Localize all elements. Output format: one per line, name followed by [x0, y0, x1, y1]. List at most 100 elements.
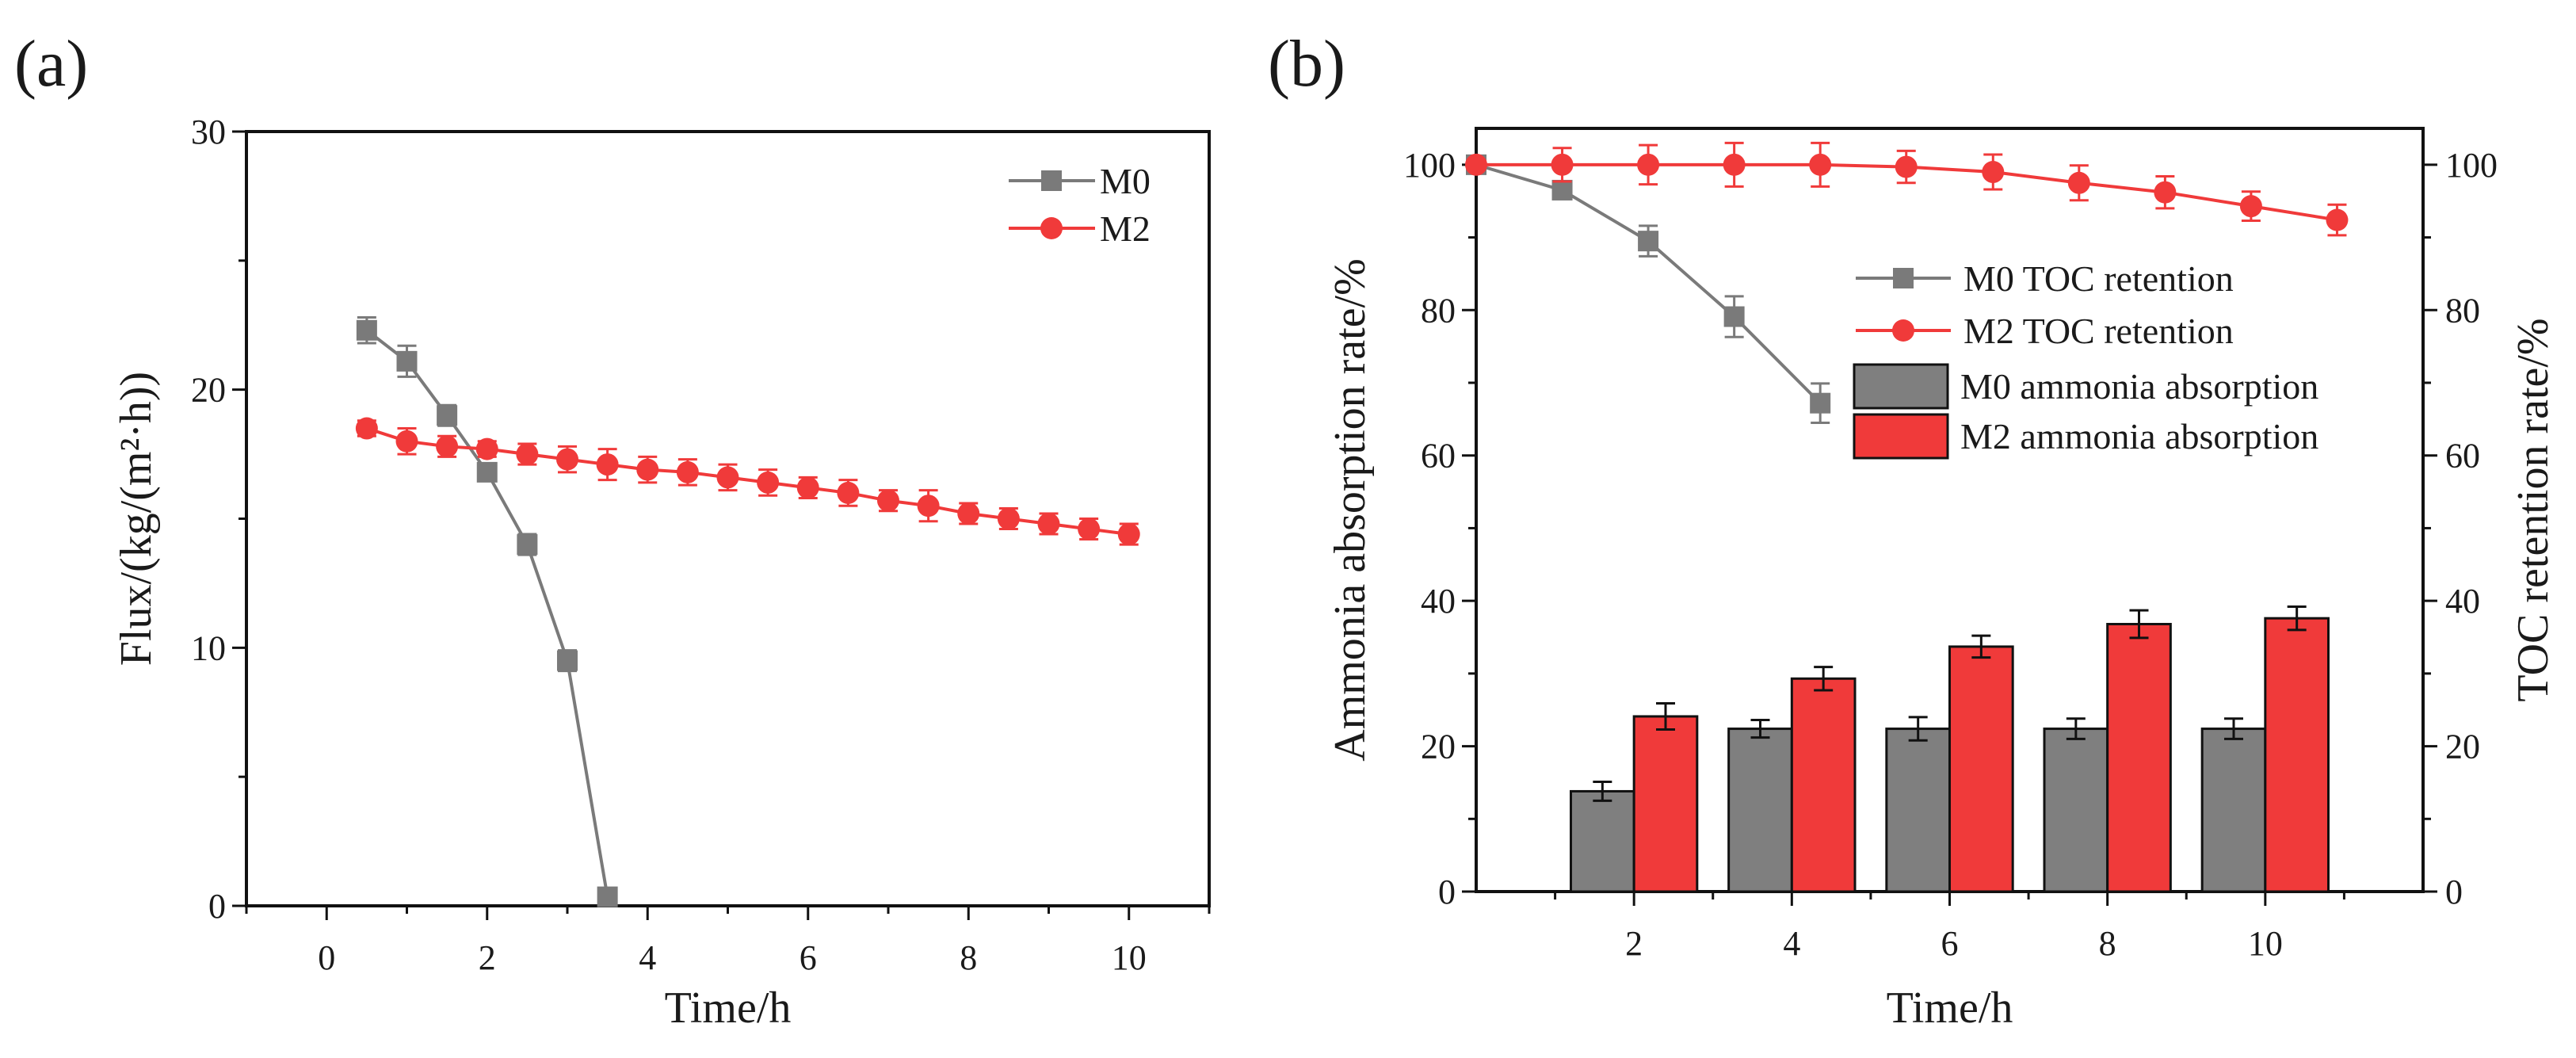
series-m0-toc-retention-point	[1551, 179, 1573, 201]
series-m2-point	[997, 507, 1020, 530]
series-m0-toc-retention-point	[1638, 231, 1659, 252]
y-tick-label: 0	[208, 887, 226, 926]
y-tick-label: 40	[1421, 582, 1456, 621]
legend-label: M2	[1100, 208, 1151, 249]
series-m0-line	[365, 329, 609, 897]
legend-label: M0 TOC retention	[1963, 258, 2234, 299]
series-m0-point	[517, 534, 538, 556]
y-tick-label: 60	[1421, 437, 1456, 476]
x-axis-label: Time/h	[665, 984, 792, 1033]
y2-axis-label: TOC retention rate/%	[2509, 318, 2558, 701]
legend-swatch	[1853, 363, 1949, 410]
bar-m0	[2043, 728, 2109, 893]
y-axis-label: Ammonia absorption rate/%	[1326, 258, 1375, 762]
series-m2-point	[475, 437, 498, 460]
y-tick-label: 0	[1438, 873, 1456, 911]
legend-label: M2 ammonia absorption	[1960, 416, 2318, 456]
series-m2-toc-retention-point	[2239, 195, 2262, 218]
series-m2-point	[957, 502, 980, 525]
panel-label-a: (a)	[14, 27, 88, 101]
y-axis-label: Flux/(kg/(m²·h))	[112, 372, 161, 666]
bar-m2	[2264, 617, 2330, 893]
x-tick-label: 4	[1783, 924, 1800, 963]
y-tick-label: 100	[1403, 146, 1456, 185]
legend-label: M2 TOC retention	[1963, 311, 2234, 351]
x-tick-label: 2	[1625, 924, 1643, 963]
y2-tick-label: 20	[2445, 728, 2480, 766]
legend-marker	[1041, 170, 1062, 191]
x-tick-label: 10	[1112, 938, 1147, 977]
plot-frame	[245, 130, 1211, 907]
bar-m2	[1790, 677, 1857, 893]
bar-m0	[2200, 728, 2267, 893]
x-tick-label: 8	[2099, 924, 2116, 963]
series-m2-point	[636, 458, 659, 481]
x-tick-label: 6	[800, 938, 817, 977]
series-m0-point	[476, 461, 498, 483]
legend-marker	[1040, 217, 1063, 239]
series-m0-point	[437, 405, 458, 426]
series-m0-toc-retention-point	[1723, 306, 1745, 327]
series-m0-point	[597, 886, 618, 907]
series-m2-point	[556, 448, 578, 471]
series-m2-point	[395, 430, 418, 453]
x-tick-label: 4	[639, 938, 656, 977]
y-tick-label: 30	[191, 113, 226, 151]
series-m2-toc-retention-point	[1982, 161, 2005, 184]
series-m2-toc-retention-point	[1465, 153, 1487, 176]
legend-label: M0 ammonia absorption	[1960, 366, 2318, 407]
x-tick-label: 10	[2248, 924, 2283, 963]
x-tick-label: 6	[1941, 924, 1959, 963]
series-m2-toc-retention-point	[1551, 153, 1574, 176]
series-m2-point	[1037, 513, 1060, 536]
y2-tick-label: 60	[2445, 437, 2480, 476]
x-tick-label: 8	[960, 938, 977, 977]
series-m0-point	[356, 319, 377, 341]
series-m2-toc-retention-point	[2154, 181, 2177, 204]
series-m2-point	[1078, 518, 1101, 540]
bar-m0	[1727, 728, 1793, 893]
series-m2-toc-retention-point	[2326, 208, 2349, 231]
series-m0-point	[557, 650, 578, 671]
legend-marker	[1892, 319, 1914, 342]
series-m0-toc-retention-line	[1475, 162, 1822, 405]
series-m2-toc-retention-point	[1809, 153, 1832, 176]
y-tick-label: 10	[191, 628, 226, 667]
bar-m2	[1948, 645, 2014, 893]
series-m2-toc-retention-point	[2067, 171, 2090, 194]
series-m2-point	[676, 460, 699, 483]
y2-tick-label: 0	[2445, 873, 2463, 911]
series-m2-point	[757, 471, 780, 494]
series-m0-point	[396, 350, 418, 372]
x-tick-label: 2	[479, 938, 496, 977]
x-tick-label: 0	[318, 938, 335, 977]
legend-swatch	[1853, 413, 1949, 460]
legend-marker	[1893, 268, 1914, 288]
legend-label: M0	[1100, 161, 1151, 201]
series-m2-point	[716, 466, 739, 489]
series-m2-point	[436, 435, 459, 458]
bar-m2	[1632, 715, 1699, 893]
y-tick-label: 20	[191, 371, 226, 410]
bar-m2	[2106, 622, 2172, 893]
y2-tick-label: 80	[2445, 291, 2480, 330]
series-m2-point	[917, 495, 940, 518]
series-m2-point	[877, 489, 899, 512]
series-m2-point	[796, 476, 819, 499]
y-tick-label: 20	[1421, 728, 1456, 766]
y2-tick-label: 100	[2445, 146, 2498, 185]
series-m2-point	[516, 443, 539, 466]
series-m2-point	[837, 481, 860, 504]
series-m2-point	[1117, 523, 1140, 546]
bar-m0	[1885, 728, 1951, 893]
series-m2-toc-retention-point	[1895, 155, 1918, 178]
panel-label-b: (b)	[1268, 27, 1345, 101]
bar-m0	[1570, 789, 1635, 893]
series-m2-point	[355, 417, 378, 440]
series-m2-toc-retention-point	[1637, 153, 1660, 176]
y-tick-label: 80	[1421, 291, 1456, 330]
series-m2-toc-retention-point	[1723, 153, 1746, 176]
series-m0-toc-retention-point	[1810, 392, 1831, 414]
